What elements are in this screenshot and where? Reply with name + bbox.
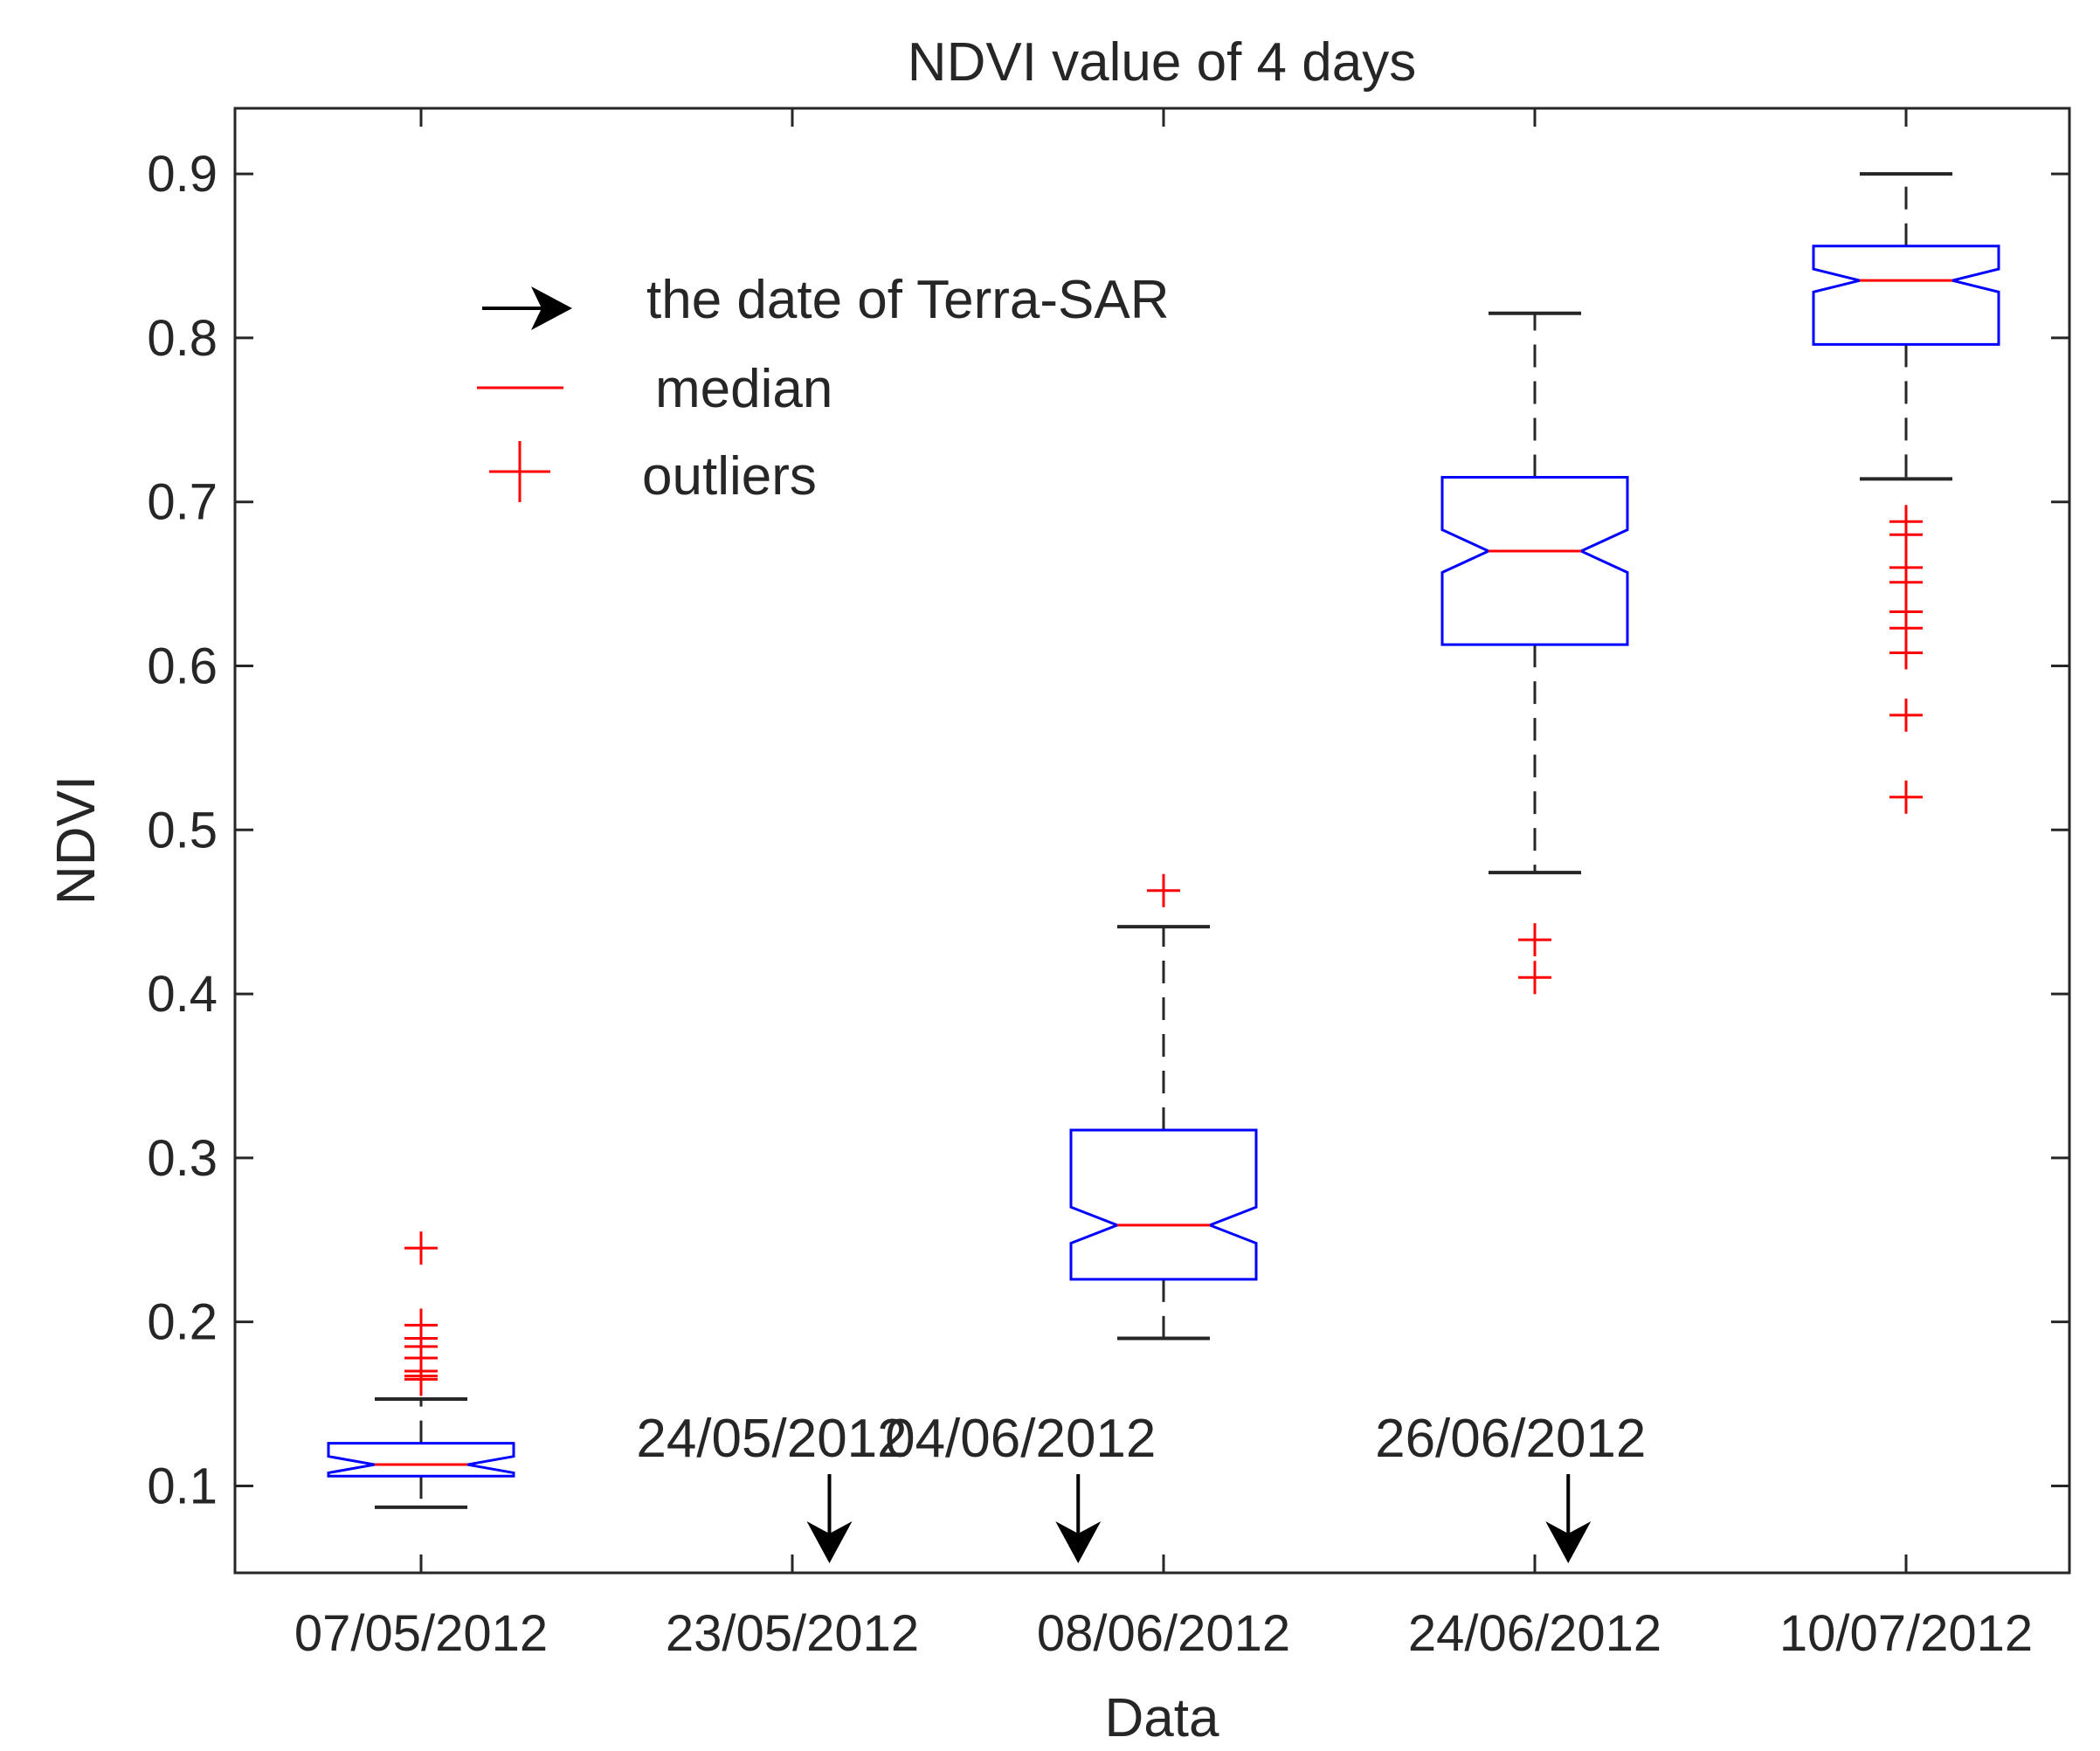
y-tick-label: 0.9 <box>147 146 218 203</box>
legend-plus-icon <box>489 441 550 502</box>
outlier-marker <box>1889 636 1923 670</box>
box-body <box>1069 1128 1258 1281</box>
box-body <box>1812 245 2000 346</box>
y-tick-label: 0.1 <box>147 1458 218 1514</box>
terra-sar-annotation-3: 26/06/2012 <box>1375 1409 1646 1563</box>
outlier-marker <box>1889 698 1923 732</box>
legend-label-outliers: outliers <box>642 446 817 507</box>
outlier-marker <box>1889 780 1923 814</box>
y-axis-title: NDVI <box>46 776 107 905</box>
down-arrow-icon <box>1055 1521 1102 1563</box>
y-tick-label: 0.3 <box>147 1130 218 1187</box>
x-tick-label: 10/07/2012 <box>1779 1605 2033 1662</box>
outlier-marker <box>1889 565 1923 599</box>
x-tick-label: 24/06/2012 <box>1408 1605 1661 1662</box>
y-axis: 0.1 0.2 0.3 0.4 0.5 0.6 0.7 0.8 0.9 <box>147 146 2069 1514</box>
legend: the date of Terra-SAR median outliers <box>477 270 1170 507</box>
y-tick-label: 0.7 <box>147 474 218 531</box>
chart-title: NDVI value of 4 days <box>908 32 1416 93</box>
y-tick-label: 0.8 <box>147 310 218 367</box>
x-axis: 07/05/2012 23/05/2012 08/06/2012 24/06/2012… <box>294 108 2033 1662</box>
outlier-marker <box>1147 873 1180 907</box>
box-4 <box>1440 311 1629 995</box>
outlier-marker <box>404 1231 438 1265</box>
down-arrow-icon <box>1545 1521 1592 1563</box>
outlier-marker <box>404 1362 438 1396</box>
y-tick-label: 0.4 <box>147 966 218 1023</box>
legend-label-median: median <box>655 359 832 419</box>
y-tick-label: 0.5 <box>147 802 218 858</box>
plot-area <box>233 107 2071 1575</box>
boxes <box>327 172 2000 1509</box>
legend-label-terra-sar: the date of Terra-SAR <box>646 270 1170 330</box>
y-tick-label: 0.6 <box>147 638 218 694</box>
annotation-label: 26/06/2012 <box>1375 1409 1646 1469</box>
legend-arrow-icon <box>482 286 572 330</box>
x-tick-label: 07/05/2012 <box>294 1605 548 1662</box>
annotation-label: 04/06/2012 <box>885 1409 1156 1469</box>
x-tick-label: 08/06/2012 <box>1037 1605 1290 1662</box>
y-tick-label: 0.2 <box>147 1294 218 1351</box>
terra-sar-annotation-1: 24/05/2012 <box>636 1409 908 1563</box>
box-3 <box>1069 873 1258 1341</box>
outlier-marker <box>1518 923 1551 957</box>
terra-sar-annotation-2: 04/06/2012 <box>885 1409 1156 1563</box>
outlier-marker <box>1889 518 1923 552</box>
box-body <box>327 1442 515 1478</box>
x-axis-title: Data <box>1105 1688 1219 1748</box>
down-arrow-icon <box>806 1521 853 1563</box>
box-1 <box>327 1231 515 1509</box>
x-tick-label: 23/05/2012 <box>666 1605 919 1662</box>
outlier-marker <box>1518 961 1551 995</box>
box-body <box>1440 476 1629 646</box>
annotation-label: 24/05/2012 <box>636 1409 907 1469</box>
box-5 <box>1812 172 2000 814</box>
